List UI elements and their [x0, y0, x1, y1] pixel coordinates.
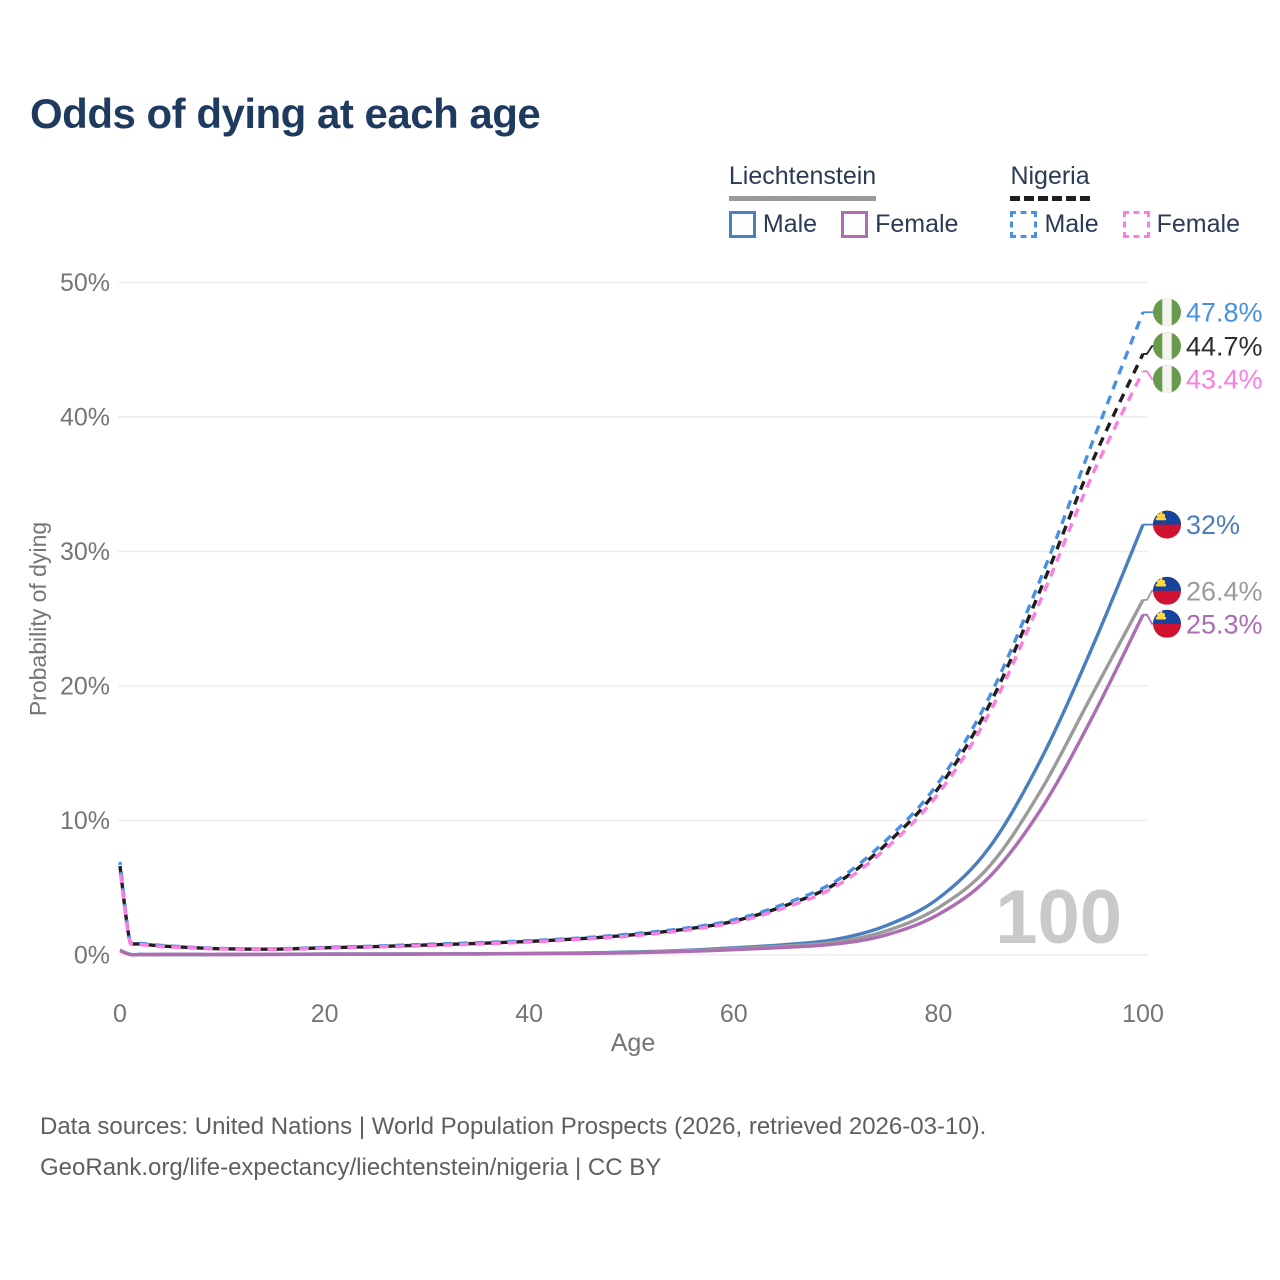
legend-item-label: Female — [875, 210, 959, 238]
liechtenstein-flag-icon — [1153, 609, 1181, 638]
end-value-label-liechtenstein-both: 26.4% — [1186, 576, 1263, 606]
y-tick-label: 0% — [74, 941, 110, 969]
series-nigeria-female — [118, 370, 1145, 952]
series-liechtenstein-both — [119, 599, 1145, 957]
y-tick-label: 50% — [60, 269, 110, 297]
x-tick-label: 0 — [113, 1000, 127, 1028]
solid-line-swatch-icon — [841, 211, 869, 238]
legend-group-nigeria: Nigeria Male Female — [1010, 162, 1240, 239]
end-value-label-liechtenstein-female: 25.3% — [1186, 609, 1263, 639]
label-connector — [1143, 613, 1154, 625]
x-tick-label: 40 — [515, 1000, 543, 1028]
label-connector — [1143, 370, 1154, 380]
dashed-line-swatch-icon — [1122, 211, 1150, 238]
legend-group-liechtenstein: Liechtenstein Male Female — [728, 162, 958, 239]
legend-item-nigeria-male[interactable]: Male — [1010, 210, 1099, 239]
solid-line-swatch-icon — [728, 211, 756, 238]
liechtenstein-flag-icon — [1153, 510, 1181, 539]
legend-item-label: Male — [1044, 210, 1099, 238]
end-value-label-nigeria-female: 43.4% — [1186, 365, 1263, 395]
series-nigeria-male — [118, 311, 1145, 951]
y-tick-label: 20% — [60, 672, 110, 700]
legend-country-nigeria: Nigeria — [1010, 162, 1090, 201]
y-tick-label: 10% — [60, 807, 110, 835]
liechtenstein-flag-icon — [1153, 576, 1181, 605]
x-axis-title: Age — [611, 1029, 655, 1057]
watermark-age: 100 — [995, 875, 1122, 960]
series-liechtenstein-male — [119, 523, 1145, 957]
series-liechtenstein-female — [119, 613, 1145, 957]
end-value-label-nigeria-male: 47.8% — [1186, 298, 1263, 328]
label-connector — [1143, 345, 1154, 355]
y-axis-title: Probability of dying — [25, 522, 51, 716]
label-connector — [1143, 589, 1154, 601]
footer: Data sources: United Nations | World Pop… — [40, 1106, 986, 1188]
x-tick-label: 60 — [720, 1000, 748, 1028]
y-tick-label: 40% — [60, 404, 110, 432]
legend-item-liechtenstein-female[interactable]: Female — [841, 210, 958, 239]
legend-item-liechtenstein-male[interactable]: Male — [728, 210, 818, 239]
nigeria-flag-icon — [1153, 365, 1181, 394]
y-tick-label: 30% — [60, 538, 110, 566]
legend: Liechtenstein Male Female Nigeria Male — [728, 162, 1240, 239]
legend-item-nigeria-female[interactable]: Female — [1122, 210, 1240, 239]
dashed-line-swatch-icon — [1010, 211, 1038, 238]
legend-item-label: Female — [1156, 210, 1240, 238]
nigeria-flag-icon — [1153, 298, 1181, 327]
nigeria-flag-icon — [1153, 332, 1181, 361]
chart-title: Odds of dying at each age — [30, 90, 541, 137]
legend-item-label: Male — [762, 210, 818, 238]
data-sources-text: Data sources: United Nations | World Pop… — [40, 1113, 987, 1140]
x-tick-label: 100 — [1122, 1000, 1164, 1028]
attribution-link[interactable]: GeoRank.org/life-expectancy/liechtenstei… — [40, 1154, 662, 1181]
legend-country-liechtenstein: Liechtenstein — [728, 162, 877, 201]
x-tick-label: 20 — [311, 1000, 339, 1028]
end-value-label-liechtenstein-male: 32% — [1186, 510, 1240, 540]
series-nigeria-both — [118, 353, 1145, 951]
end-value-label-nigeria-both: 44.7% — [1186, 332, 1263, 362]
x-tick-label: 80 — [924, 1000, 952, 1028]
